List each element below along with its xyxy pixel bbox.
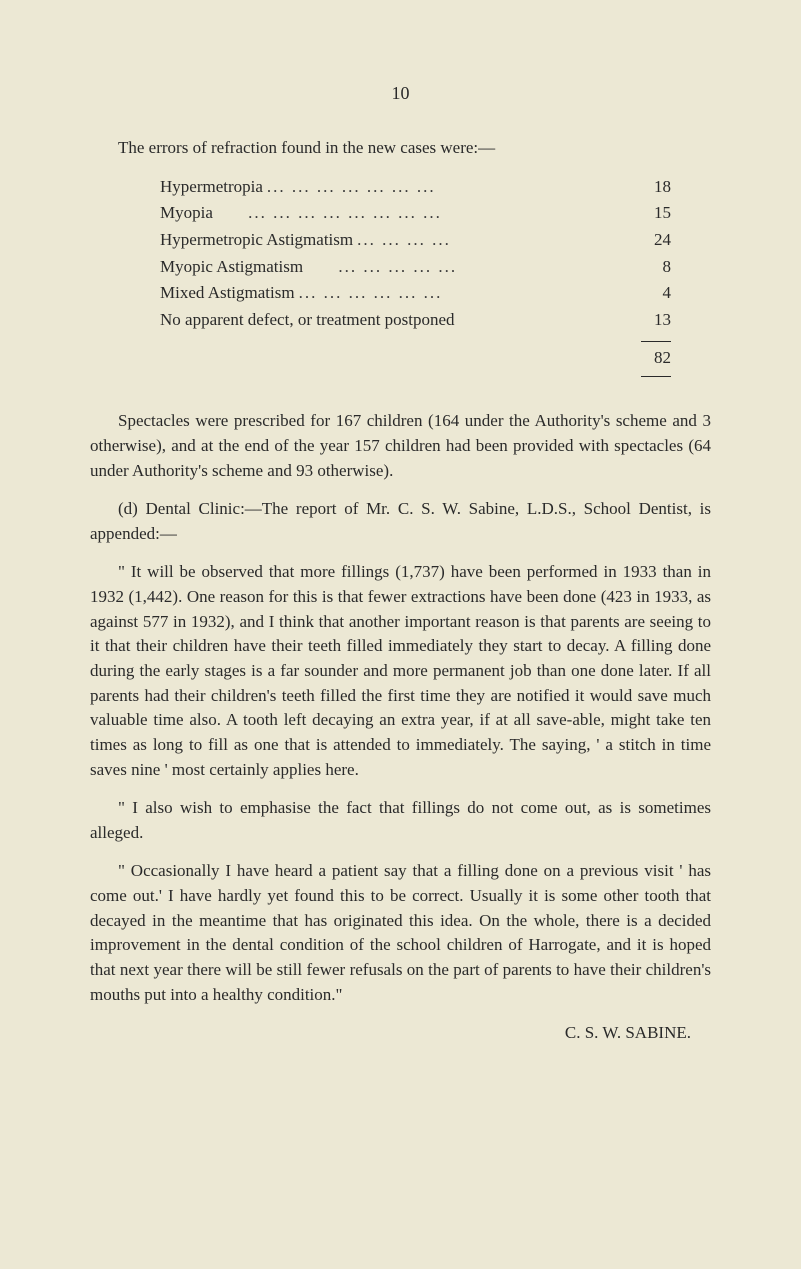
- row-label: Myopia: [160, 201, 213, 226]
- row-value: 8: [641, 255, 671, 280]
- table-row: Myopia ... ... ... ... ... ... ... ... 1…: [160, 201, 671, 226]
- table-row: Myopic Astigmatism ... ... ... ... ... 8: [160, 255, 671, 280]
- row-label: Hypermetropia: [160, 175, 263, 200]
- row-label: No apparent defect, or treatment postpon…: [160, 308, 455, 333]
- row-value: 18: [641, 175, 671, 200]
- table-row: No apparent defect, or treatment postpon…: [160, 308, 671, 333]
- para-emphasise: " I also wish to emphasise the fact that…: [90, 796, 711, 845]
- row-label: Myopic Astigmatism: [160, 255, 303, 280]
- row-value: 24: [641, 228, 671, 253]
- row-value: 4: [641, 281, 671, 306]
- row-dots: [455, 308, 641, 333]
- row-dots: ... ... ... ... ... ... ...: [263, 175, 641, 200]
- total-value: 82: [90, 346, 671, 371]
- para-occasionally: " Occasionally I have heard a patient sa…: [90, 859, 711, 1007]
- total-rule-top: [641, 341, 671, 342]
- row-dots: ... ... ... ... ... ...: [295, 281, 641, 306]
- intro-text: The errors of refraction found in the ne…: [90, 136, 711, 161]
- row-value: 13: [641, 308, 671, 333]
- para-dental-intro: (d) Dental Clinic:—The report of Mr. C. …: [90, 497, 711, 546]
- refraction-table: Hypermetropia ... ... ... ... ... ... ..…: [160, 175, 671, 333]
- para-spectacles: Spectacles were prescribed for 167 child…: [90, 409, 711, 483]
- row-value: 15: [641, 201, 671, 226]
- table-row: Mixed Astigmatism ... ... ... ... ... ..…: [160, 281, 671, 306]
- total-rule-bottom: [641, 376, 671, 377]
- table-row: Hypermetropia ... ... ... ... ... ... ..…: [160, 175, 671, 200]
- signature: C. S. W. SABINE.: [90, 1021, 691, 1046]
- row-label: Hypermetropic Astigmatism: [160, 228, 353, 253]
- row-label: Mixed Astigmatism: [160, 281, 295, 306]
- row-dots: ... ... ... ... ... ... ... ...: [213, 201, 641, 226]
- row-dots: ... ... ... ...: [353, 228, 641, 253]
- table-row: Hypermetropic Astigmatism ... ... ... ..…: [160, 228, 671, 253]
- page-number: 10: [90, 80, 711, 106]
- para-fillings: " It will be observed that more fillings…: [90, 560, 711, 782]
- row-dots: ... ... ... ... ...: [303, 255, 641, 280]
